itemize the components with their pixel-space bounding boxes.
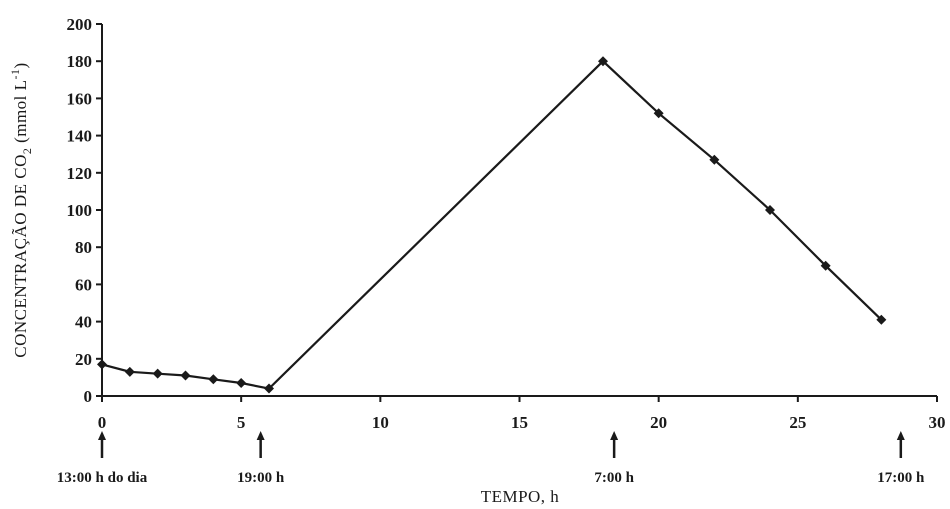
x-axis-ticks: 0 5 10 15 20 25 30 [98, 396, 946, 432]
data-point [876, 314, 887, 325]
x-tick-label: 10 [372, 413, 389, 432]
y-tick-label: 200 [67, 15, 93, 34]
y-tick-label: 0 [84, 387, 93, 406]
arrow-up-icon-head [896, 431, 905, 440]
y-tick-label: 20 [75, 350, 92, 369]
data-point [765, 205, 775, 215]
y-axis-title-subscript: 2 [20, 148, 34, 155]
series-group [97, 56, 887, 394]
y-tick-label: 180 [67, 52, 93, 71]
axes [101, 24, 937, 397]
data-point [264, 383, 274, 394]
x-tick-label: 0 [98, 413, 107, 432]
y-axis-title-main: CONCENTRAÇÃO DE CO [11, 154, 30, 358]
y-tick-label: 140 [67, 127, 93, 146]
time-marker-label: 7:00 h [594, 470, 634, 486]
data-point [124, 366, 135, 377]
x-tick-label: 30 [929, 413, 946, 432]
arrow-up-icon-head [610, 431, 619, 440]
time-marker-label: 19:00 h [237, 470, 285, 486]
x-tick-label: 15 [511, 413, 528, 432]
data-point [820, 260, 831, 271]
y-axis-title-superscript: -1 [8, 68, 22, 79]
arrow-up-icon-head [256, 431, 265, 440]
data-point [208, 374, 219, 385]
data-point [97, 359, 107, 370]
y-tick-label: 40 [75, 313, 92, 332]
time-marker-label: 17:00 h [877, 470, 925, 486]
y-tick-label: 120 [67, 164, 93, 183]
y-tick-label: 100 [67, 201, 93, 220]
x-tick-label: 25 [789, 413, 806, 432]
y-axis-title-unit: (mmol L [11, 79, 30, 147]
y-tick-label: 80 [75, 238, 92, 257]
y-axis-ticks: 0 20 40 60 80 100 120 140 160 180 200 [67, 15, 102, 406]
y-tick-label: 160 [67, 89, 93, 108]
data-point [236, 377, 247, 388]
x-tick-label: 5 [237, 413, 246, 432]
y-axis-title: CONCENTRAÇÃO DE CO2 (mmol L-1) [8, 62, 34, 357]
arrow-up-icon-head [98, 431, 106, 440]
x-axis-title: TEMPO, h [481, 487, 560, 506]
y-tick-label: 60 [75, 275, 92, 294]
data-point [598, 56, 608, 67]
data-point [653, 108, 664, 119]
series-line [101, 59, 883, 390]
data-point [709, 154, 720, 165]
data-point [152, 368, 163, 379]
x-tick-label: 20 [650, 413, 667, 432]
time-marker-label: 13:00 h do dia [57, 470, 148, 486]
data-point [180, 370, 191, 381]
y-axis-title-close: ) [11, 62, 30, 68]
time-markers: 13:00 h do dia 19:00 h 7:00 h 17:00 h [57, 431, 925, 486]
